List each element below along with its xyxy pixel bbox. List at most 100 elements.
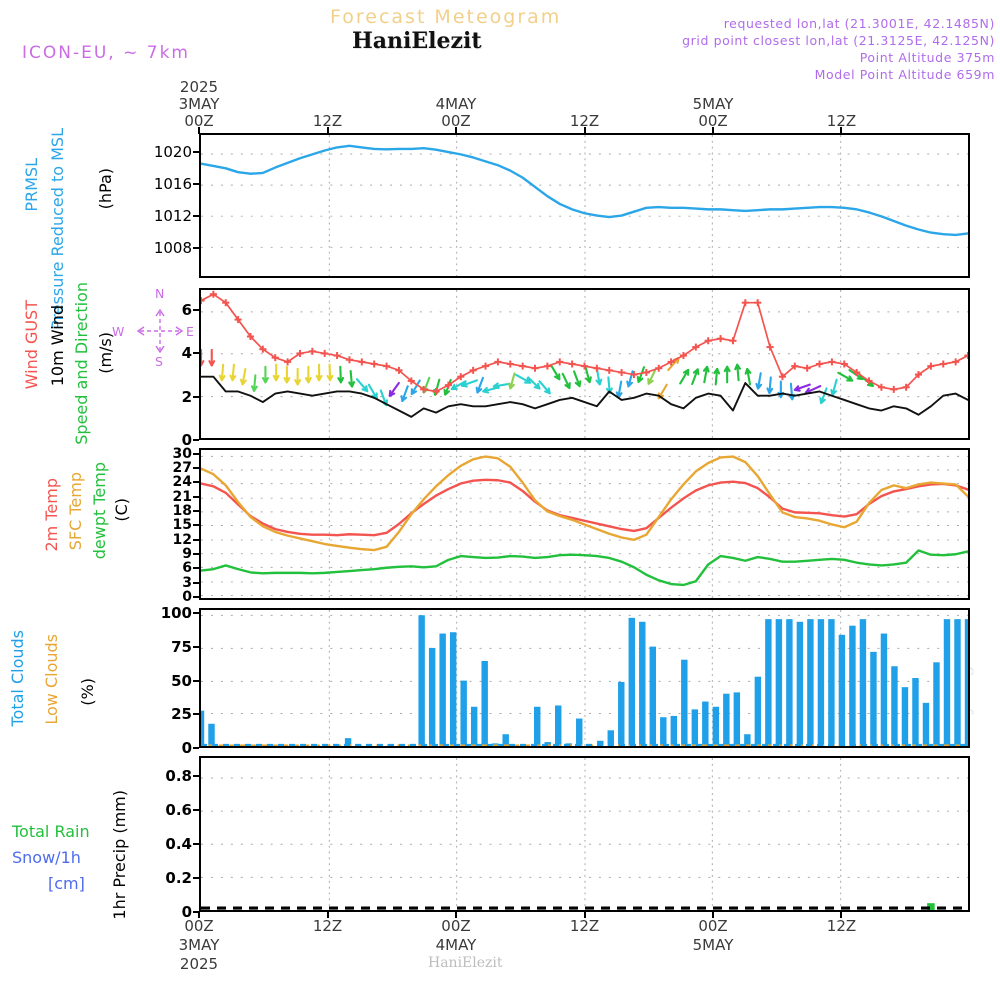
y-tickmark — [193, 439, 199, 441]
axis-top-tick: 2025 3MAY 00Z — [178, 78, 220, 130]
y-tickmark — [193, 467, 199, 470]
requested-coords: requested lon,lat (21.3001E, 42.1485N) — [723, 16, 995, 31]
y-tickmark — [193, 182, 199, 185]
y-tickmark — [193, 567, 199, 570]
y-tick-label: 24 — [172, 474, 192, 491]
axis-bottom-tick: 12Z — [826, 917, 857, 935]
axis-bottom-tick: 00Z 5MAY — [692, 917, 734, 954]
unit-percent: (%) — [78, 678, 97, 706]
axis-bottom-tickmark — [712, 912, 715, 918]
compass-s: S — [155, 354, 163, 369]
y-tickmark — [193, 843, 199, 846]
unit-hpa: (hPa) — [96, 168, 115, 210]
y-tick-label: 3 — [182, 574, 192, 591]
y-tickmark — [193, 352, 199, 355]
axis-bottom-tickmark — [454, 912, 457, 918]
compass-w: W — [112, 324, 125, 339]
axis-top-tick: 5MAY 00Z — [692, 95, 734, 130]
y-tickmark — [193, 747, 199, 749]
y-tickmark — [193, 524, 199, 527]
y-tick-label: 0.2 — [165, 869, 192, 888]
precip-chart — [201, 758, 968, 910]
label-cm-unit: [cm] — [48, 874, 85, 893]
y-tickmark — [193, 612, 199, 615]
y-tick-label: 12 — [172, 531, 192, 548]
wind-chart — [201, 290, 968, 438]
y-tickmark — [193, 151, 199, 154]
compass-e: E — [186, 324, 194, 339]
y-tickmark — [193, 553, 199, 556]
panel-pressure — [199, 133, 970, 278]
y-tick-label: 50 — [171, 671, 192, 690]
temperature-chart — [201, 450, 968, 598]
page-title: Forecast Meteogram — [330, 6, 562, 28]
y-tick-label: 0 — [181, 739, 192, 757]
y-tickmark — [193, 481, 199, 484]
y-tickmark — [193, 452, 199, 455]
panel-temperature — [199, 448, 970, 600]
y-tickmark — [193, 395, 199, 398]
axis-top-tick: 4MAY 00Z — [435, 95, 477, 130]
model-point-altitude: Model Point Altitude 659m — [814, 67, 995, 82]
y-tick-label: 30 — [172, 445, 192, 462]
y-tickmark — [193, 679, 199, 682]
pressure-chart — [201, 135, 968, 276]
y-tickmark — [193, 538, 199, 541]
axis-top-tickmark — [454, 127, 457, 134]
y-tickmark — [193, 911, 199, 913]
wind-direction-compass: N S E W — [112, 286, 208, 372]
y-tickmark — [193, 809, 199, 812]
y-tick-label: 0 — [182, 589, 192, 606]
axis-bottom-tick: 12Z — [312, 917, 343, 935]
axis-top-tickmark — [840, 127, 843, 134]
y-tickmark — [193, 510, 199, 513]
label-10m-wind: 10m Wind — [48, 305, 67, 387]
y-tick-label: 1020 — [153, 143, 192, 162]
y-tick-label: 1016 — [153, 174, 192, 193]
label-dewpt-temp: dewpt Temp — [90, 462, 109, 560]
y-tick-label: 6 — [182, 560, 192, 577]
axis-top-tickmark — [198, 127, 200, 134]
axis-top-tick: 12Z — [569, 112, 600, 130]
y-tickmark — [193, 713, 199, 716]
axis-bottom-tick: 00Z 3MAY 2025 — [178, 917, 220, 973]
label-sfc-temp: SFC Temp — [66, 472, 85, 551]
gridpoint-coords: grid point closest lon,lat (21.3125E, 42… — [682, 33, 995, 48]
y-tickmark — [193, 246, 199, 249]
y-tick-label: 0.4 — [165, 835, 192, 854]
axis-top-tickmark — [583, 127, 586, 134]
y-tick-label: 0 — [181, 903, 192, 921]
y-tick-label: 100 — [160, 604, 192, 623]
y-tick-label: 25 — [171, 705, 192, 724]
y-tick-label: 6 — [181, 300, 192, 319]
y-tick-label: 1008 — [153, 238, 192, 257]
axis-bottom-tick: 00Z 4MAY — [435, 917, 477, 954]
compass-icon — [136, 308, 184, 354]
axis-bottom-tickmark — [583, 912, 586, 918]
label-wind-gust: Wind GUST — [22, 300, 41, 390]
y-tickmark — [193, 581, 199, 584]
y-tick-label: 21 — [172, 488, 192, 505]
y-tickmark — [193, 646, 199, 649]
label-low-clouds: Low Clouds — [42, 634, 61, 725]
point-altitude: Point Altitude 375m — [859, 50, 995, 65]
location-title: HaniElezit — [352, 28, 482, 54]
y-tick-label: 1012 — [153, 206, 192, 225]
y-tick-label: 2 — [181, 387, 192, 406]
y-tickmark — [193, 775, 199, 778]
axis-bottom-tickmark — [198, 912, 200, 918]
y-tick-label: 18 — [172, 503, 192, 520]
y-tickmark — [193, 308, 199, 311]
panel-wind — [199, 288, 970, 440]
axis-top-tickmark — [326, 127, 329, 134]
label-speed-direction: Speed and Direction — [72, 282, 91, 445]
label-prmsl-long: Pressure Reduced to MSL — [48, 128, 67, 330]
panel-clouds — [199, 608, 970, 748]
clouds-chart — [201, 610, 968, 746]
axis-top-tick: 12Z — [826, 112, 857, 130]
compass-n: N — [155, 286, 165, 301]
y-tick-label: 15 — [172, 517, 192, 534]
y-tick-label: 0 — [181, 431, 192, 449]
label-2m-temp: 2m Temp — [42, 478, 61, 552]
y-tick-label: 27 — [172, 460, 192, 477]
